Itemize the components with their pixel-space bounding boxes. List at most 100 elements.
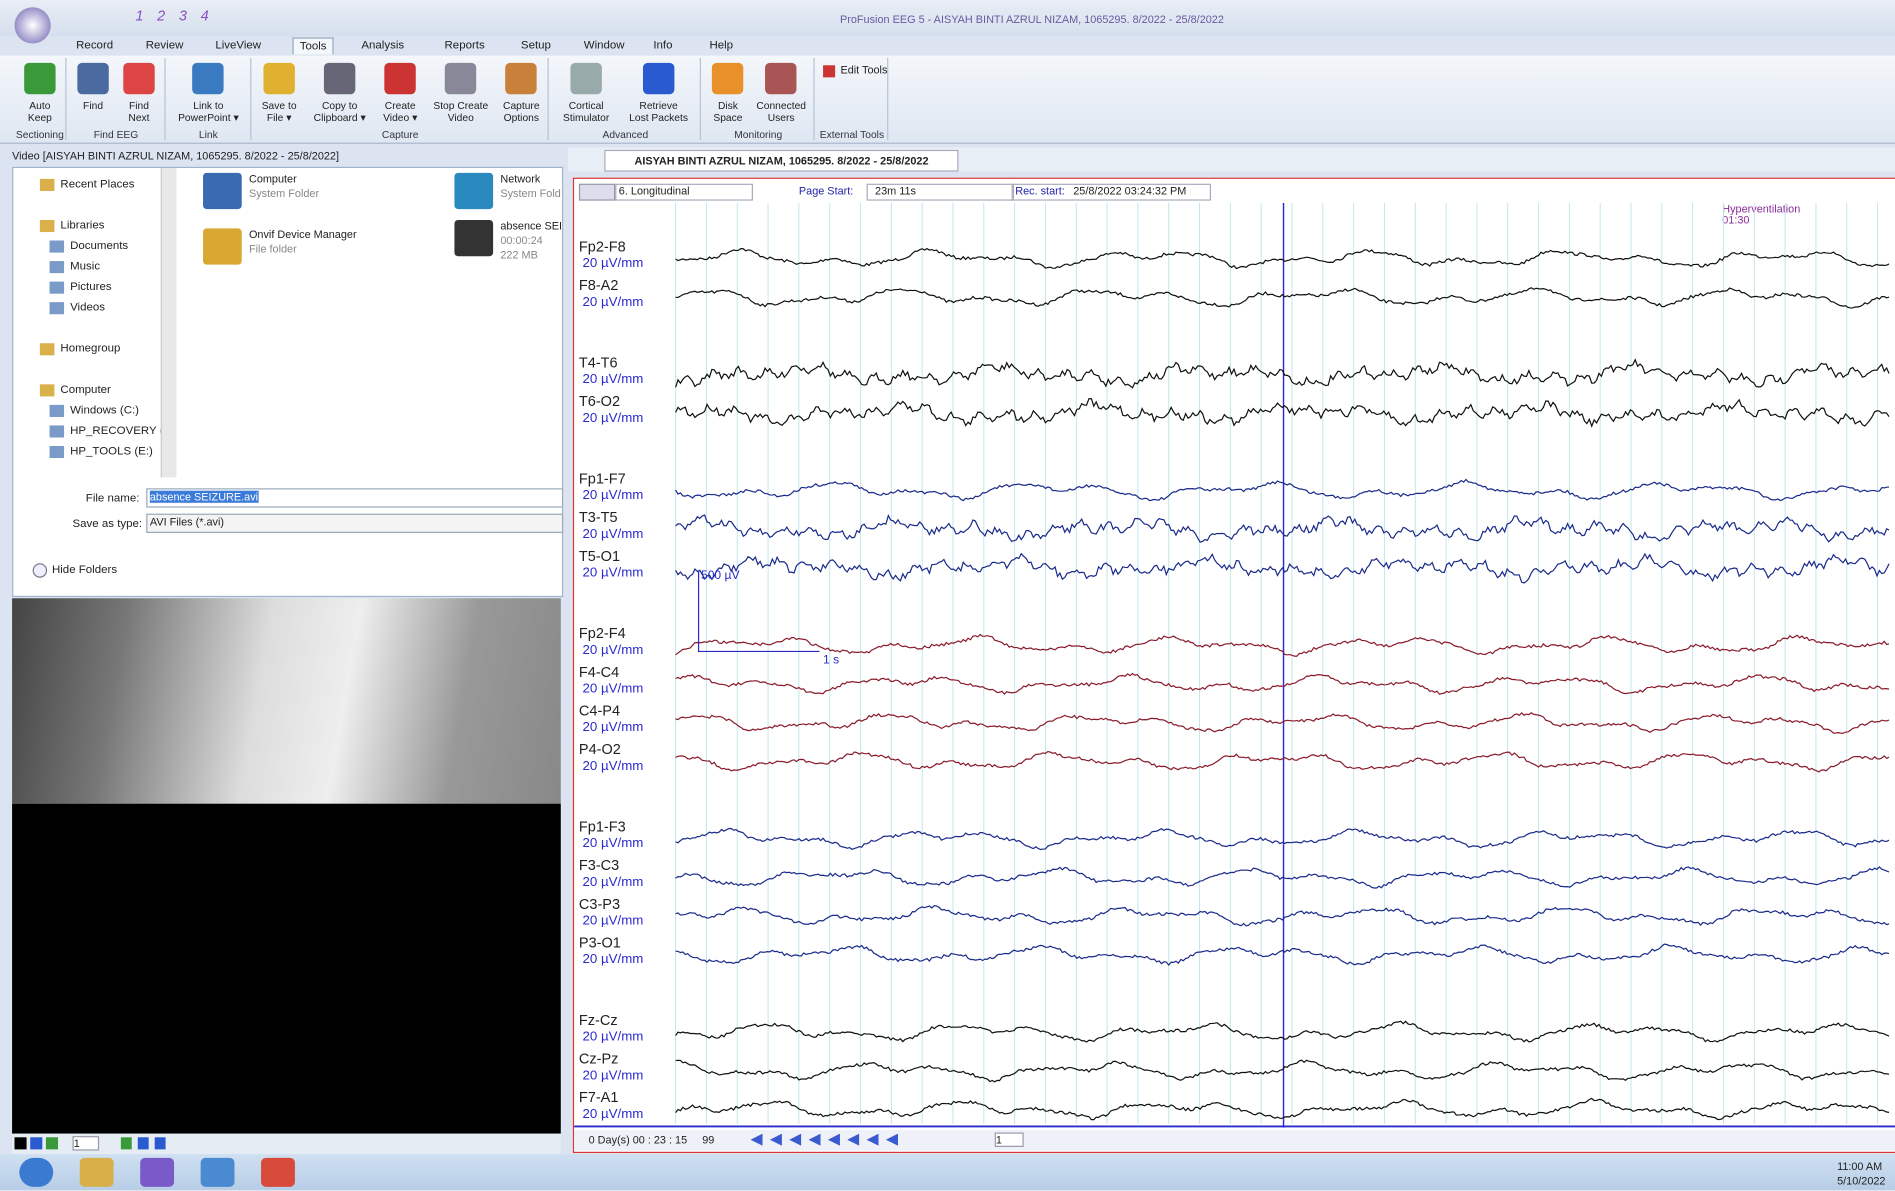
taskbar-app[interactable] xyxy=(19,1158,53,1187)
quick-access-item[interactable]: 2 xyxy=(157,7,165,24)
nav-button[interactable] xyxy=(809,1134,821,1146)
button-icon xyxy=(324,63,355,94)
menu-tab[interactable]: Reports xyxy=(438,37,490,53)
button-label: Clipboard ▾ xyxy=(303,111,375,124)
button-icon xyxy=(643,63,674,94)
menu-tab[interactable]: Tools xyxy=(292,37,333,54)
eeg-trace xyxy=(676,1021,1889,1042)
eeg-trace xyxy=(676,554,1889,583)
video-button[interactable] xyxy=(155,1137,166,1149)
quick-access-item[interactable]: 1 xyxy=(135,7,143,24)
ribbon-button[interactable]: Edit Tools xyxy=(819,58,885,126)
menu-tab[interactable]: Help xyxy=(703,37,739,53)
video-button[interactable] xyxy=(138,1137,149,1149)
video-button[interactable] xyxy=(121,1137,132,1149)
save-type-select[interactable]: AVI Files (*.avi) xyxy=(146,514,563,533)
file-name-input[interactable]: absence SEIZURE.avi xyxy=(146,488,563,507)
nav-button[interactable] xyxy=(828,1134,840,1146)
menu-tab[interactable]: Analysis xyxy=(355,37,410,53)
eeg-trace xyxy=(676,360,1889,388)
button-label: Stimulator xyxy=(553,111,619,123)
nav-item[interactable]: Documents xyxy=(70,239,128,252)
taskbar-app[interactable] xyxy=(140,1158,174,1187)
button-label: Link to xyxy=(169,99,247,111)
button-icon xyxy=(445,63,476,94)
menu-tab[interactable]: Window xyxy=(578,37,631,53)
nav-item[interactable]: HP_RECOVERY (D xyxy=(70,424,172,437)
channel-name: C4-P4 xyxy=(579,703,620,719)
nav-icon xyxy=(50,261,65,273)
taskbar-app[interactable] xyxy=(261,1158,295,1187)
taskbar-app[interactable] xyxy=(80,1158,114,1187)
nav-item[interactable]: Videos xyxy=(70,301,105,314)
button-label: Users xyxy=(751,111,812,123)
button-icon xyxy=(506,63,537,94)
file-text[interactable]: absence SEI xyxy=(500,220,562,232)
button-icon xyxy=(263,63,294,94)
ribbon-group: Edit ToolsExternal Tools xyxy=(816,58,889,140)
nav-button[interactable] xyxy=(886,1134,898,1146)
nav-button[interactable] xyxy=(867,1134,879,1146)
button-label: Create xyxy=(376,99,425,111)
taskbar-app[interactable] xyxy=(201,1158,235,1187)
nav-item[interactable]: Windows (C:) xyxy=(70,404,139,417)
menu-tab[interactable]: Review xyxy=(140,37,190,53)
button-label: Capture xyxy=(497,99,546,111)
nav-button[interactable] xyxy=(751,1134,763,1146)
nav-button[interactable] xyxy=(789,1134,801,1146)
video-button[interactable] xyxy=(30,1137,42,1149)
group-label: Advanced xyxy=(551,128,701,140)
file-text[interactable]: Onvif Device Manager xyxy=(249,228,357,240)
speed-value[interactable]: 1 xyxy=(73,1136,100,1151)
file-text[interactable]: Computer xyxy=(249,173,297,185)
nav-button[interactable] xyxy=(847,1134,859,1146)
button-label: Save to xyxy=(255,99,304,111)
group-label: Find EEG xyxy=(68,128,165,140)
eeg-tab[interactable]: AISYAH BINTI AZRUL NIZAM, 1065295. 8/202… xyxy=(604,150,958,172)
nav-item[interactable]: Computer xyxy=(60,383,110,396)
nav-item[interactable]: Pictures xyxy=(70,280,111,293)
page: 1234 ProFusion EEG 5 - AISYAH BINTI AZRU… xyxy=(0,0,1895,1191)
eeg-trace xyxy=(676,1060,1889,1082)
button-label: Retrieve xyxy=(619,99,697,111)
nav-item[interactable]: Music xyxy=(70,260,100,273)
video-button[interactable] xyxy=(15,1137,27,1149)
menu-tab[interactable]: LiveView xyxy=(209,37,267,53)
file-text[interactable]: Network xyxy=(500,173,540,185)
position-value: 0 Day(s) 00 : 23 : 15 xyxy=(589,1134,688,1146)
clock-time: 11:00 AM xyxy=(1837,1160,1882,1172)
channel-name: P4-O2 xyxy=(579,742,621,758)
eeg-trace xyxy=(676,399,1889,427)
menu-tab[interactable]: Record xyxy=(70,37,119,53)
quick-access-item[interactable]: 4 xyxy=(201,7,209,24)
ribbon-button[interactable]: Find xyxy=(70,58,116,126)
nav-item[interactable]: Libraries xyxy=(60,219,104,232)
nav-item[interactable]: HP_TOOLS (E:) xyxy=(70,445,153,458)
button-label: Find xyxy=(116,99,162,111)
nav-item[interactable]: Recent Places xyxy=(60,178,134,191)
menu-tab[interactable]: Setup xyxy=(515,37,557,53)
step-value[interactable]: 1 xyxy=(995,1132,1024,1147)
nav-button[interactable] xyxy=(770,1134,782,1146)
hide-folders[interactable]: Hide Folders xyxy=(52,563,117,576)
button-label: Copy to xyxy=(303,99,375,111)
button-icon xyxy=(765,63,796,94)
quick-access-item[interactable]: 3 xyxy=(179,7,187,24)
page-count: 99 xyxy=(702,1134,714,1146)
video-button[interactable] xyxy=(46,1137,58,1149)
nav-item[interactable]: Homegroup xyxy=(60,342,120,355)
menu-tab[interactable]: Info xyxy=(647,37,678,53)
eeg-trace xyxy=(676,515,1889,542)
